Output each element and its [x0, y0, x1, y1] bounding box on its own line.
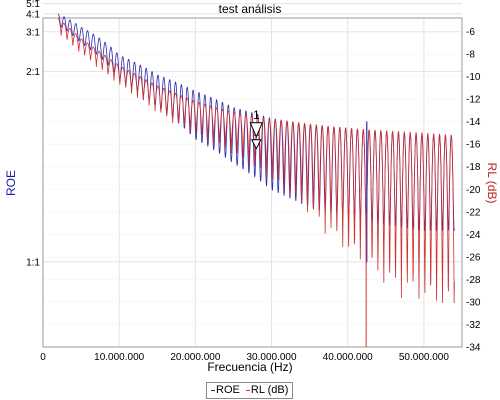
x-tick-label: 40.000.000 — [323, 352, 373, 363]
series-line-rl — [57, 17, 455, 304]
right-tick-label: -10 — [466, 72, 481, 83]
right-tick-label: -30 — [466, 297, 481, 308]
left-tick-label: 1:1 — [26, 257, 40, 268]
right-tick-label: -20 — [466, 185, 481, 196]
legend-label-roe: ROE — [216, 384, 240, 396]
left-tick-label: 4:1 — [26, 9, 40, 20]
left-tick-label: 3:1 — [26, 27, 40, 38]
right-tick-label: -16 — [466, 140, 481, 151]
right-tick-label: -34 — [466, 343, 481, 354]
right-tick-label: -12 — [466, 95, 481, 106]
x-tick-label: 20.000.000 — [170, 352, 220, 363]
left-axis-title: ROE — [4, 170, 18, 196]
legend-swatch-roe — [211, 389, 215, 391]
right-tick-label: -24 — [466, 230, 481, 241]
marker-triangle — [250, 139, 262, 150]
right-tick-label: -22 — [466, 207, 481, 218]
right-tick-label: -26 — [466, 252, 481, 263]
right-tick-label: -14 — [466, 117, 481, 128]
right-tick-label: -28 — [466, 275, 481, 286]
x-tick-label: 10.000.000 — [94, 352, 144, 363]
legend-swatch-rl — [245, 389, 250, 391]
legend-label-rl: RL (dB) — [250, 384, 289, 396]
x-tick-label: 50.000.000 — [399, 352, 449, 363]
chart-title: test análisis — [219, 2, 282, 16]
right-tick-label: -18 — [466, 162, 481, 173]
x-tick-label: 0 — [40, 352, 46, 363]
right-axis-title: RL (dB) — [485, 163, 499, 204]
left-tick-label: 2:1 — [26, 67, 40, 78]
plot-area-frame — [42, 17, 463, 348]
marker-label: 1 — [253, 108, 260, 122]
x-tick-label: 30.000.000 — [247, 352, 297, 363]
marker-triangle — [249, 122, 264, 139]
chart-legend: ROE RL (dB) — [206, 382, 294, 399]
right-tick-label: -6 — [466, 27, 475, 38]
right-tick-label: -32 — [466, 320, 481, 331]
left-tick-label: 6:1 — [26, 0, 40, 3]
right-tick-label: -8 — [466, 50, 475, 61]
left-tick-label: 5:1 — [26, 0, 40, 10]
x-axis-title: Frecuencia (Hz) — [207, 360, 292, 374]
